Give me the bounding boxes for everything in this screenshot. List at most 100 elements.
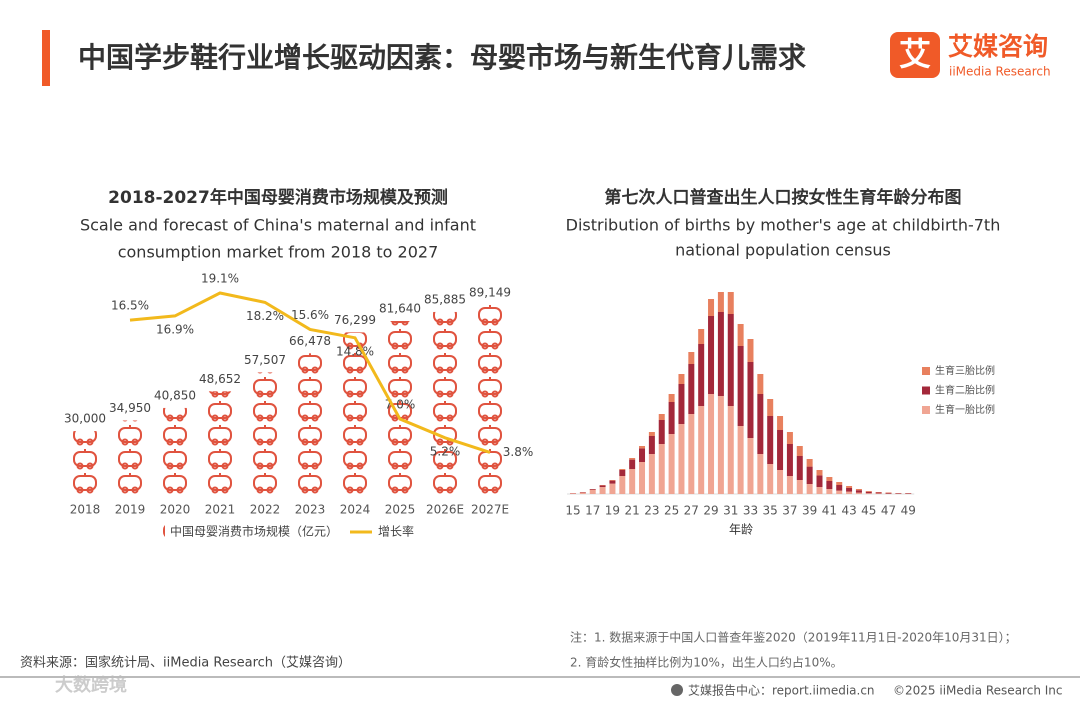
bar-value-label: 66,478 [289,334,331,348]
chart-subtitle: Scale and forecast of China's maternal a… [80,216,476,235]
line-value-label: 15.6% [291,308,329,322]
page-title: 中国学步鞋行业增长驱动因素：母婴市场与新生代育儿需求 [78,41,806,74]
logo-box [890,32,940,78]
line-value-label: 16.9% [156,322,194,336]
bar-segment [717,396,724,494]
bar [430,311,460,495]
bar-segment [855,492,862,494]
bar-segment [589,489,596,490]
x-tick-label: 43 [841,504,856,518]
footer-copyright: ©2025 iiMedia Research Inc [893,684,1062,698]
x-tick-label: 45 [861,504,876,518]
bar-segment [688,414,695,494]
bar-segment [905,493,912,494]
bar-segment [737,426,744,494]
x-tick-label: 2022 [250,503,281,517]
legend-label: 中国母婴消费市场规模（亿元） [170,524,338,539]
bar-segment [786,432,793,444]
legend-swatch [922,406,930,414]
bar [70,431,100,495]
x-axis-label: 年龄 [729,523,753,537]
bar-segment [826,489,833,494]
bar-segment [648,454,655,494]
x-tick-label: 2018 [70,503,101,517]
bar-segment [767,416,774,464]
bar-segment [639,448,646,462]
x-tick-label: 37 [782,504,797,518]
bar-segment [816,475,823,487]
x-tick-label: 49 [901,504,916,518]
footer-site: 艾媒报告中心：report.iimedia.cn [688,683,875,698]
x-tick-label: 39 [802,504,817,518]
note: 注：1. 数据来源于中国人口普查年鉴2020（2019年11月1日-2020年1… [570,630,1017,645]
bar-segment [865,491,872,494]
bar-segment [816,470,823,476]
bar-segment [717,312,724,396]
bar-segment [678,424,685,494]
bar-segment [609,480,616,484]
bar-value-label: 85,885 [424,292,466,306]
bar-segment [855,489,862,491]
x-tick-label: 23 [644,504,659,518]
line-value-label: 14.8% [336,344,374,358]
bar-segment [688,364,695,414]
bar-segment [816,487,823,494]
bar-segment [619,476,626,494]
bar-segment [619,469,626,470]
chart-title: 2018-2027年中国母婴消费市场规模及预测 [108,187,448,208]
legend-swatch [922,367,930,375]
bar-segment [658,420,665,444]
bar-segment [747,362,754,438]
bar-value-label: 89,149 [469,286,511,300]
x-tick-label: 17 [585,504,600,518]
bar-segment [668,434,675,494]
bar-segment [826,481,833,489]
bar-segment [648,436,655,454]
bar-segment [747,438,754,494]
bar-segment [629,458,636,460]
bar-segment [875,493,882,494]
bar-segment [698,329,705,344]
bar-segment [855,490,862,493]
bar-segment [589,490,596,494]
line-value-label: 18.2% [246,309,284,323]
bar-segment [777,430,784,470]
bar-segment [885,492,892,494]
legend-label: 增长率 [378,524,414,539]
growth-line [129,291,491,454]
bar-segment [777,470,784,494]
bar-segment [599,487,606,494]
bar-segment [767,464,774,494]
x-tick-label: 33 [743,504,758,518]
bar-segment [609,480,616,481]
bar-segment [658,414,665,420]
bar [250,372,280,495]
bar [340,332,370,495]
bar-segment [599,485,606,487]
bar-segment [648,432,655,436]
bar-segment [737,346,744,426]
bar-segment [727,292,734,314]
bar-segment [678,374,685,384]
bar-value-label: 57,507 [244,353,286,367]
x-tick-label: 2024 [340,503,371,517]
bar-segment [727,314,734,406]
x-tick-label: 2021 [205,503,236,517]
legend-swatch [922,386,930,395]
x-tick-label: 2027E [471,503,509,517]
bar-segment [658,444,665,494]
bar-segment [757,374,764,394]
bar-segment [688,352,695,364]
bar-segment [846,486,853,488]
bar-segment [796,446,803,456]
bar-segment [836,490,843,494]
note: 2. 育龄女性抽样比例为10%，出生人口约占10%。 [570,655,843,670]
legend-label: 生育二胎比例 [935,384,995,397]
bar [115,420,145,495]
bar-value-label: 48,652 [199,372,241,386]
chart-title: 第七次人口普查出生人口按女性生育年龄分布图 [605,187,962,208]
bar-segment [668,402,675,434]
bar-segment [708,316,715,394]
bar-segment [619,470,626,476]
